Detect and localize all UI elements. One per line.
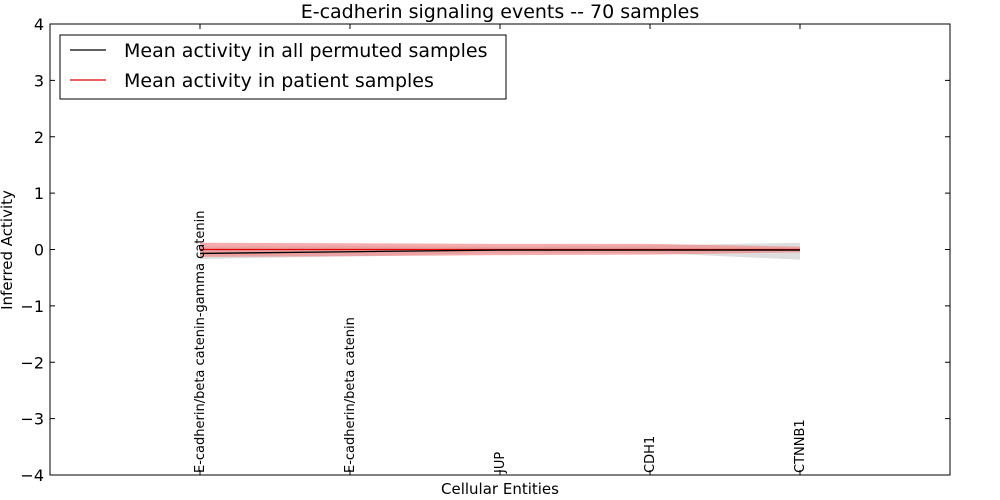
series-lines [199, 248, 800, 255]
legend-box [59, 34, 507, 100]
y-tick-label: −1 [20, 297, 44, 316]
legend-label-patient: Mean activity in patient samples [124, 70, 434, 92]
y-tick-label: 4 [34, 15, 44, 34]
y-tick-label: 3 [34, 71, 44, 90]
y-axis-ticks: 4 3 2 1 0 −1 −2 −3 −4 [20, 15, 950, 485]
category-label: JUP [493, 452, 508, 474]
chart-title: E-cadherin signaling events -- 70 sample… [301, 1, 700, 23]
category-label: E-cadherin/beta catenin [343, 317, 358, 473]
y-tick-label: −2 [20, 353, 44, 372]
confidence-bands [200, 242, 800, 260]
category-label: CTNNB1 [793, 419, 808, 473]
y-tick-label: 1 [34, 184, 44, 203]
legend-label-permuted: Mean activity in all permuted samples [124, 40, 487, 62]
y-tick-label: −4 [20, 466, 44, 485]
category-label: CDH1 [643, 436, 658, 473]
y-tick-label: 0 [34, 241, 44, 260]
y-tick-label: 2 [34, 128, 44, 147]
y-tick-label: −3 [20, 410, 44, 429]
legend: Mean activity in all permuted samples Me… [59, 34, 507, 100]
series-line-permuted [199, 249, 800, 255]
y-axis-label: Inferred Activity [0, 190, 16, 310]
category-label: E-cadherin/beta catenin-gamma catenin [193, 211, 208, 473]
plot-frame [49, 23, 951, 476]
x-axis-label: Cellular Entities [441, 480, 559, 498]
category-labels: E-cadherin/beta catenin-gamma catenin E-c… [193, 211, 808, 474]
